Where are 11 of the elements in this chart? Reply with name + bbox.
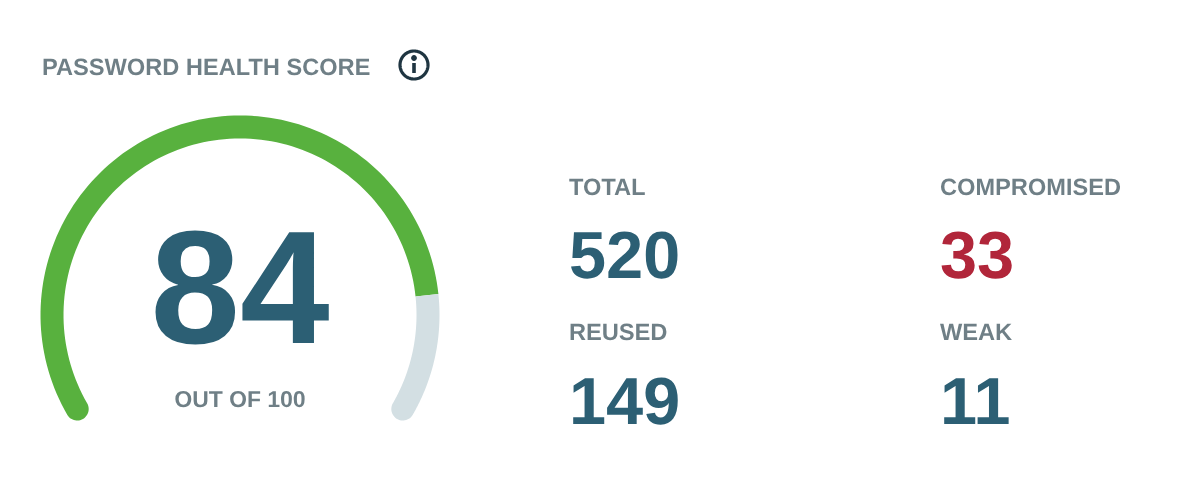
data-label: 520 (571, 231, 678, 279)
data-label: 84 (155, 230, 329, 345)
data-label: 33 (941, 231, 1012, 279)
category-label: TOTAL (569, 178, 645, 196)
category-label: WEAK (940, 323, 1012, 340)
chart-title: PASSWORD HEALTH SCORE (43, 58, 370, 76)
category-label: REUSED (570, 323, 667, 341)
text: OUT OF 100 (175, 391, 305, 408)
data-label: 149 (573, 377, 678, 425)
data-label: 11 (944, 378, 1009, 424)
category-label: COMPROMISED (940, 178, 1121, 196)
